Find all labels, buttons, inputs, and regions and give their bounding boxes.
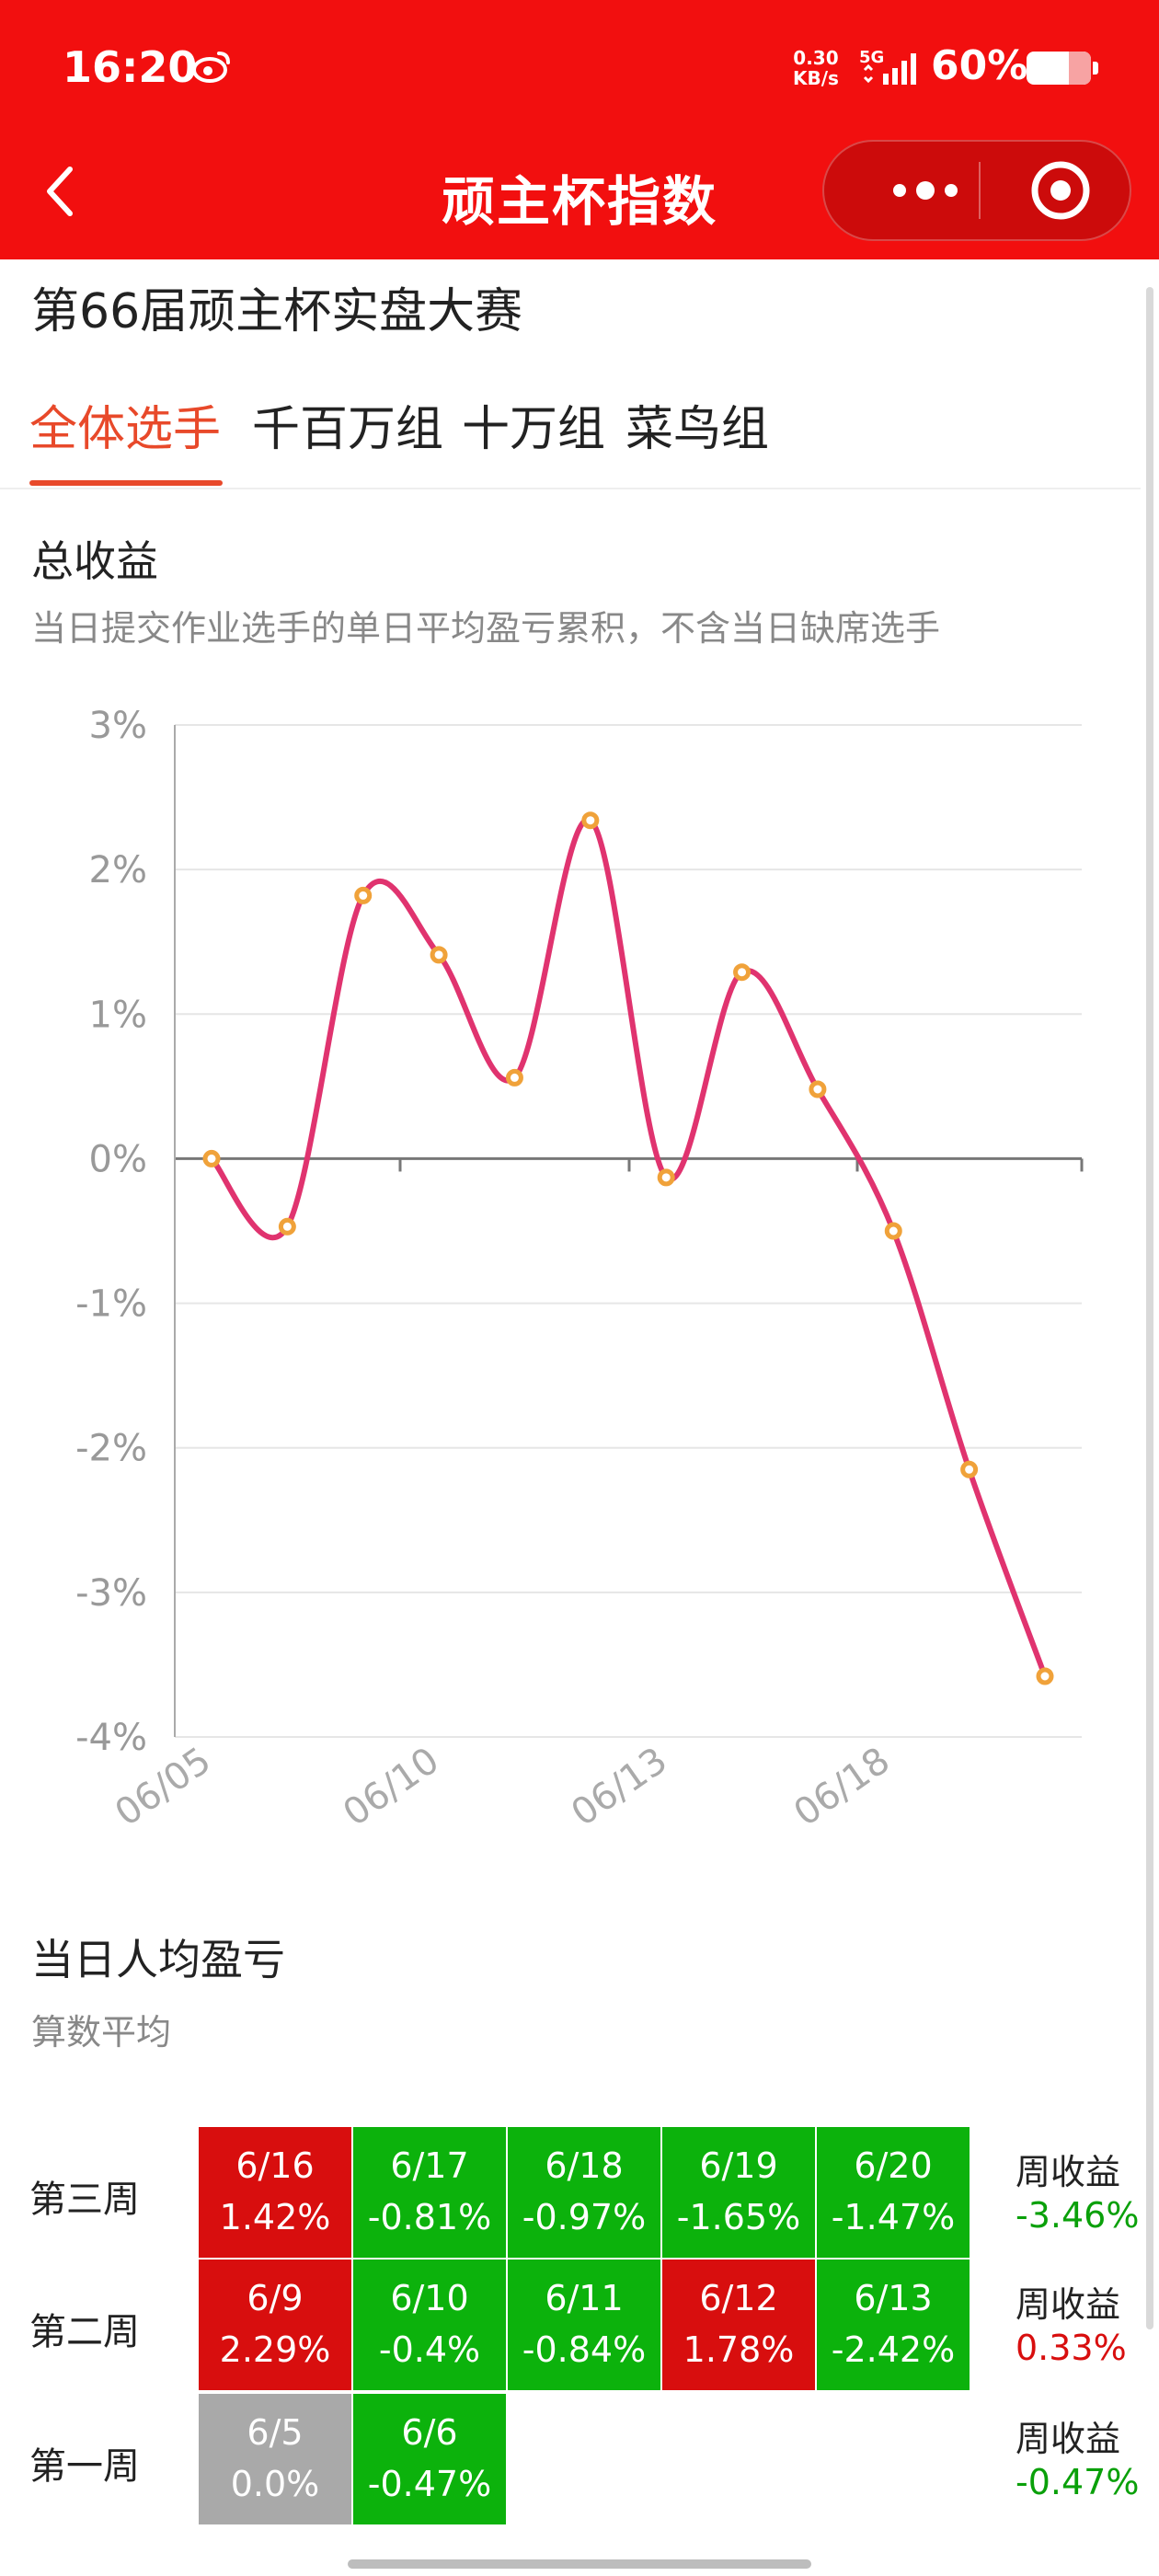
svg-text:5G: 5G bbox=[859, 48, 884, 67]
day-value: -1.65% bbox=[676, 2197, 801, 2237]
x-tick-label: 06/18 bbox=[786, 1740, 898, 1835]
day-cell[interactable]: 6/9 2.29% bbox=[199, 2260, 351, 2390]
day-cell[interactable]: 6/5 0.0% bbox=[199, 2394, 351, 2524]
day-value: 1.42% bbox=[219, 2197, 331, 2237]
data-point[interactable] bbox=[884, 1222, 902, 1240]
day-date: 6/17 bbox=[390, 2145, 469, 2186]
home-indicator[interactable] bbox=[348, 2559, 811, 2569]
day-date: 6/6 bbox=[401, 2412, 458, 2453]
capsule-divider bbox=[979, 162, 981, 219]
week-sum-label: 周收益 bbox=[1016, 2284, 1121, 2325]
y-tick-label: -4% bbox=[75, 1717, 147, 1759]
day-value: -0.81% bbox=[367, 2197, 492, 2237]
data-point[interactable] bbox=[1036, 1667, 1054, 1685]
data-point[interactable] bbox=[505, 1068, 523, 1087]
day-date: 6/12 bbox=[699, 2278, 778, 2318]
data-point[interactable] bbox=[809, 1080, 827, 1098]
daily-pnl-title: 当日人均盈亏 bbox=[31, 1935, 285, 1984]
scrollbar[interactable] bbox=[1146, 287, 1153, 2329]
total-return-chart: 3%2%1%0%-1%-2%-3%-4%06/05 06/10 06/13 06/18 bbox=[75, 705, 1084, 1835]
day-cell[interactable]: 6/18 -0.97% bbox=[508, 2127, 660, 2258]
day-value: -0.84% bbox=[522, 2329, 647, 2370]
target-circle-icon[interactable] bbox=[1010, 142, 1111, 239]
top-bar: 16:20 0.30 KB/s 5G 60% 顽主杯指数 bbox=[0, 0, 1159, 259]
signal-icon: 5G bbox=[859, 48, 916, 85]
y-tick-label: -1% bbox=[75, 1283, 147, 1326]
day-cell[interactable]: 6/6 -0.47% bbox=[353, 2394, 506, 2524]
y-tick-label: 0% bbox=[89, 1138, 147, 1180]
week-label: 第一周 bbox=[29, 2445, 140, 2488]
day-date: 6/11 bbox=[545, 2278, 624, 2318]
day-date: 6/10 bbox=[390, 2278, 469, 2318]
x-tick-label: 06/10 bbox=[336, 1740, 447, 1835]
chevron-left-icon[interactable] bbox=[40, 162, 77, 221]
week-label: 第三周 bbox=[29, 2179, 140, 2221]
day-value: -0.47% bbox=[367, 2464, 492, 2504]
week-sum-label: 周收益 bbox=[1016, 2152, 1121, 2192]
day-cell[interactable]: 6/16 1.42% bbox=[199, 2127, 351, 2258]
more-dots-icon[interactable] bbox=[861, 142, 999, 239]
tabs-divider bbox=[0, 488, 1141, 489]
tab-million-group[interactable]: 千百万组 bbox=[252, 402, 444, 457]
tab-100k-group[interactable]: 十万组 bbox=[462, 402, 606, 457]
y-tick-label: 2% bbox=[89, 849, 147, 891]
mini-program-capsule bbox=[822, 140, 1131, 241]
day-date: 6/18 bbox=[545, 2145, 624, 2186]
total-return-title: 总收益 bbox=[31, 536, 158, 586]
week-sum-value: 0.33% bbox=[1016, 2328, 1127, 2368]
day-date: 6/16 bbox=[235, 2145, 315, 2186]
day-cell[interactable]: 6/20 -1.47% bbox=[817, 2127, 970, 2258]
week-label: 第二周 bbox=[29, 2311, 140, 2353]
day-date: 6/5 bbox=[247, 2412, 304, 2453]
data-point[interactable] bbox=[733, 963, 752, 982]
day-cell[interactable]: 6/11 -0.84% bbox=[508, 2260, 660, 2390]
daily-pnl-subtitle: 算数平均 bbox=[31, 2012, 172, 2053]
day-value: -2.42% bbox=[831, 2329, 956, 2370]
day-value: -0.97% bbox=[522, 2197, 647, 2237]
day-cell[interactable]: 6/10 -0.4% bbox=[353, 2260, 506, 2390]
battery-percent: 60% bbox=[931, 42, 1028, 89]
data-point[interactable] bbox=[581, 811, 600, 830]
data-point[interactable] bbox=[657, 1168, 675, 1187]
day-value: 0.0% bbox=[230, 2464, 320, 2504]
day-date: 6/19 bbox=[699, 2145, 778, 2186]
y-tick-label: 3% bbox=[89, 705, 147, 747]
week-sum-value: -0.47% bbox=[1016, 2462, 1140, 2502]
day-value: -1.47% bbox=[831, 2197, 956, 2237]
day-value: 2.29% bbox=[219, 2329, 331, 2370]
data-point[interactable] bbox=[960, 1460, 979, 1478]
y-tick-label: 1% bbox=[89, 994, 147, 1036]
day-date: 6/9 bbox=[247, 2278, 304, 2318]
series-line bbox=[209, 817, 1048, 1679]
page-content: 第66届顽主杯实盘大赛 全体选手 千百万组 十万组 菜鸟组 总收益 当日提交作业… bbox=[0, 259, 1159, 2576]
day-cell[interactable]: 6/17 -0.81% bbox=[353, 2127, 506, 2258]
active-tab-indicator bbox=[29, 480, 223, 486]
network-speed: 0.30 KB/s bbox=[793, 47, 839, 89]
day-cell[interactable]: 6/12 1.78% bbox=[662, 2260, 815, 2390]
day-cell[interactable]: 6/13 -2.42% bbox=[817, 2260, 970, 2390]
x-tick-label: 06/13 bbox=[564, 1740, 675, 1835]
tab-all-players[interactable]: 全体选手 bbox=[29, 402, 222, 457]
day-value: 1.78% bbox=[683, 2329, 795, 2370]
data-point[interactable] bbox=[354, 886, 373, 904]
day-cell[interactable]: 6/19 -1.65% bbox=[662, 2127, 815, 2258]
data-point[interactable] bbox=[430, 946, 448, 964]
y-tick-label: -2% bbox=[75, 1428, 147, 1470]
total-return-subtitle: 当日提交作业选手的单日平均盈亏累积，不含当日缺席选手 bbox=[31, 608, 941, 649]
event-title: 第66届顽主杯实盘大赛 bbox=[31, 284, 523, 339]
week-sum-label: 周收益 bbox=[1016, 2419, 1121, 2459]
data-point[interactable] bbox=[202, 1149, 221, 1167]
weibo-icon bbox=[192, 52, 230, 83]
y-tick-label: -3% bbox=[75, 1572, 147, 1615]
day-date: 6/13 bbox=[854, 2278, 933, 2318]
day-value: -0.4% bbox=[378, 2329, 481, 2370]
week-sum-value: -3.46% bbox=[1016, 2195, 1140, 2236]
battery-icon bbox=[1027, 52, 1098, 85]
page-title: 顽主杯指数 bbox=[441, 170, 717, 233]
tab-rookie-group[interactable]: 菜鸟组 bbox=[625, 402, 770, 457]
status-time: 16:20 bbox=[63, 42, 198, 92]
day-date: 6/20 bbox=[854, 2145, 933, 2186]
data-point[interactable] bbox=[278, 1217, 296, 1236]
